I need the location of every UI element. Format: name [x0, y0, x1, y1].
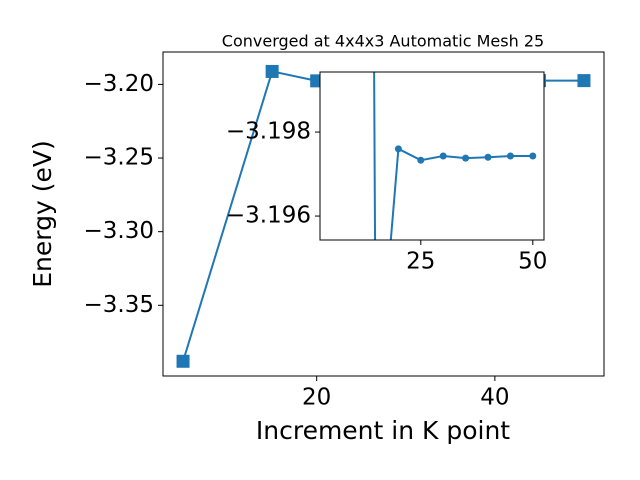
point: [439, 152, 447, 160]
chart-title: Converged at 4x4x3 Automatic Mesh 25: [222, 32, 544, 51]
y-tick-label: −3.35: [84, 292, 154, 318]
y-tick-label: −3.198: [226, 119, 311, 145]
x-tick-label: 25: [406, 249, 435, 275]
point: [417, 156, 425, 164]
point: [577, 74, 591, 88]
point: [265, 64, 279, 78]
inset-axes: 25 50 −3.198 −3.196: [226, 71, 547, 275]
x-tick-label: 50: [518, 249, 547, 275]
point: [506, 152, 514, 160]
point: [394, 145, 402, 153]
plot-clip: [373, 72, 537, 240]
x-tick-label: 20: [302, 385, 331, 411]
x-tick-label: 40: [480, 385, 509, 411]
y-tick-label: −3.196: [226, 203, 311, 229]
point: [529, 152, 537, 160]
axes-frame: [319, 71, 545, 241]
point: [176, 354, 190, 368]
y-tick-label: −3.25: [84, 145, 154, 171]
x-axis-label: Increment in K point: [256, 416, 510, 445]
y-axis-label: Energy (eV): [28, 140, 57, 287]
point: [484, 153, 492, 161]
axes-frame: [162, 51, 605, 377]
y-tick-label: −3.30: [84, 218, 154, 244]
point: [462, 154, 470, 162]
y-tick-label: −3.20: [84, 71, 154, 97]
